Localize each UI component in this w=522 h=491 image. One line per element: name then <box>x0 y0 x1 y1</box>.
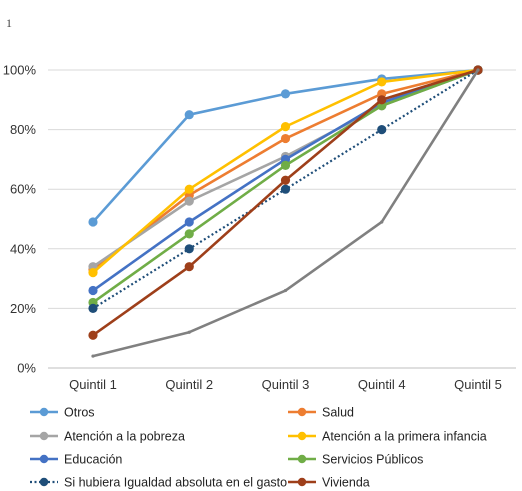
data-point-educacion <box>184 217 194 227</box>
legend-swatch-marker <box>39 407 49 417</box>
data-point-atencion-a-la-primera-infancia <box>377 77 387 87</box>
data-point-vivienda <box>184 262 194 272</box>
y-axis-tick-labels: 0% 20% 40% 60% 80% 100% <box>3 63 37 376</box>
legend-swatch-marker <box>297 454 307 464</box>
legend-label: Servicios Públicos <box>322 453 423 467</box>
data-point-vivienda <box>377 95 387 105</box>
legend-item-otros: Otros <box>30 406 95 420</box>
data-point-unnamed <box>91 354 95 358</box>
x-tick-label: Quintil 3 <box>262 377 310 392</box>
data-point-salud <box>280 133 291 144</box>
series-line-vivienda <box>92 68 479 337</box>
data-point-unnamed <box>380 220 384 224</box>
data-point-otros <box>184 110 194 120</box>
data-point-educacion <box>88 285 98 296</box>
legend-item-salud: Salud <box>288 406 354 420</box>
data-point-atencion-a-la-pobreza <box>184 196 194 206</box>
legend-swatch-marker <box>39 431 49 441</box>
legend-item-educacion: Educación <box>30 453 122 467</box>
x-axis-tick-labels: Quintil 1 Quintil 2 Quintil 3 Quintil 4 Quin… <box>69 377 502 392</box>
y-tick-label: 0% <box>17 361 36 376</box>
legend-label: Vivienda <box>322 476 370 490</box>
data-point-si-hubiera-igualdad-absoluta-en-el-gasto <box>184 244 194 254</box>
legend-label: Otros <box>64 406 95 420</box>
legend-label: Atención a la primera infancia <box>322 430 487 444</box>
legend: Otros Salud Atención a la pobreza Atención … <box>30 406 487 490</box>
y-tick-label: 60% <box>10 182 36 197</box>
data-point-vivienda <box>280 175 291 185</box>
gridlines <box>48 69 516 369</box>
legend-swatch-marker <box>39 477 49 487</box>
data-point-servicios-publicos <box>280 160 291 170</box>
data-point-atencion-a-la-primera-infancia <box>184 184 194 194</box>
legend-label: Educación <box>64 453 122 467</box>
legend-label: Atención a la pobreza <box>64 430 185 444</box>
series-line-unnamed <box>92 69 480 358</box>
data-point-atencion-a-la-primera-infancia <box>280 122 291 132</box>
data-point-si-hubiera-igualdad-absoluta-en-el-gasto <box>88 303 98 313</box>
data-point-servicios-publicos <box>184 229 194 239</box>
legend-label: Salud <box>322 406 354 420</box>
data-point-unnamed <box>476 68 480 72</box>
legend-swatch-marker <box>297 407 307 417</box>
legend-item-si-hubiera-igualdad-absoluta-en-el-gasto: Si hubiera Igualdad absoluta en el gasto <box>30 476 287 490</box>
legend-item-servicios-publicos: Servicios Públicos <box>288 453 423 467</box>
y-tick-label: 40% <box>10 241 36 256</box>
x-tick-label: Quintil 2 <box>165 377 213 392</box>
series-vivienda <box>88 65 483 340</box>
legend-item-vivienda: Vivienda <box>288 476 370 490</box>
legend-item-atencion-a-la-pobreza: Atención a la pobreza <box>30 430 185 444</box>
data-point-si-hubiera-igualdad-absoluta-en-el-gasto <box>377 125 387 135</box>
legend-swatch-marker <box>297 431 307 441</box>
x-tick-label: Quintil 1 <box>69 377 117 392</box>
data-point-otros <box>280 89 291 99</box>
data-point-otros <box>88 217 98 227</box>
legend-swatch-marker <box>297 477 307 487</box>
data-point-vivienda <box>88 330 98 340</box>
data-point-atencion-a-la-primera-infancia <box>88 268 98 278</box>
y-tick-label: 100% <box>3 63 37 78</box>
x-tick-label: Quintil 5 <box>454 377 502 392</box>
data-point-si-hubiera-igualdad-absoluta-en-el-gasto <box>280 184 291 194</box>
series-lines <box>88 65 483 358</box>
y-tick-label: 80% <box>10 122 36 137</box>
legend-item-atencion-a-la-primera-infancia: Atención a la primera infancia <box>288 430 487 444</box>
y-tick-label: 20% <box>10 301 36 316</box>
x-tick-label: Quintil 4 <box>358 377 406 392</box>
legend-swatch-marker <box>39 454 49 464</box>
legend-label: Si hubiera Igualdad absoluta en el gasto <box>64 476 287 490</box>
series-line-atencion-a-la-primera-infancia <box>92 68 479 274</box>
series-unnamed <box>91 68 480 358</box>
data-point-unnamed <box>187 330 191 334</box>
corner-mark: 1 <box>6 16 12 30</box>
series-atencion-a-la-primera-infancia <box>88 65 483 278</box>
data-point-unnamed <box>283 288 288 293</box>
